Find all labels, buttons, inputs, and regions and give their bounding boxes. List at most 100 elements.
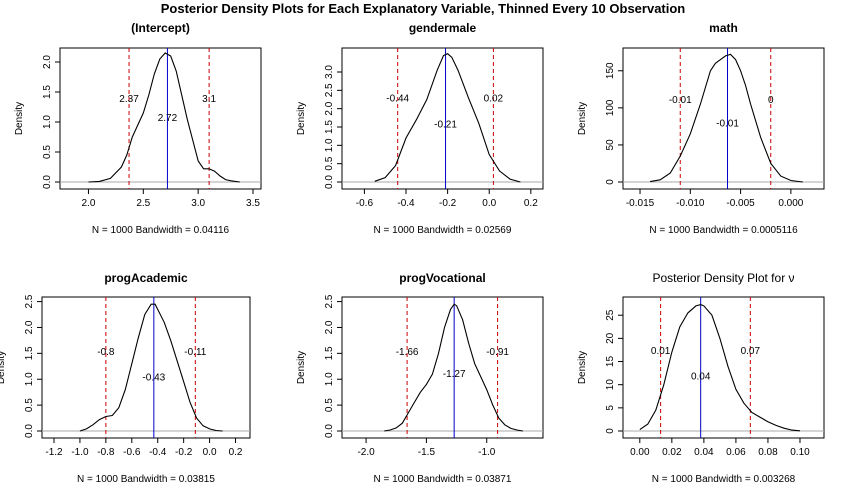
- panel-6-density-curve: [639, 304, 801, 432]
- panel-1-ytick-label: 0.5: [42, 145, 53, 159]
- panel-3-lower-label: -0.01: [669, 95, 692, 106]
- panel-4-title: progAcademic: [104, 271, 188, 285]
- panel-3-xtick-label: -0.015: [626, 198, 655, 209]
- panel-5-upper-label: -0.91: [486, 347, 509, 358]
- panel-3-density-curve: [650, 53, 803, 183]
- panel-5-lower-label: -1.66: [396, 347, 419, 358]
- panel-5-ytick-label: 1.5: [324, 346, 335, 360]
- panel-6-xtick-label: 0.08: [758, 447, 778, 458]
- panel-1-xtick-label: 2.0: [82, 198, 96, 209]
- panel-6-xtick-label: 0.10: [790, 447, 810, 458]
- panel-4-upper-label: -0.11: [184, 347, 206, 358]
- panel-1-ytick-label: 1.5: [42, 85, 53, 99]
- panel-5-mean-label: -1.27: [443, 369, 466, 380]
- panel-2-xtick-label: 0.0: [482, 198, 496, 209]
- panel-2-ylabel: Density: [296, 102, 307, 135]
- panel-2-xtick-label: -0.6: [356, 198, 374, 209]
- panel-4-lower-label: -0.8: [97, 347, 115, 358]
- panel-3-upper-label: 0: [768, 95, 774, 106]
- panel-3-title: math: [709, 21, 738, 35]
- panel-4-xtick-label: 0.0: [203, 447, 217, 458]
- panel-2-plot-frame: [341, 47, 544, 190]
- panel-5-ytick-label: 1.0: [324, 372, 335, 386]
- panel-3-xtick-label: 0.000: [778, 198, 803, 209]
- panel-3-xlabel: N = 1000 Bandwidth = 0.0005116: [649, 225, 798, 236]
- panel-4-mean-label: -0.43: [142, 373, 165, 384]
- panel-3-ytick-label: 100: [605, 99, 616, 116]
- panel-3-ytick-label: 150: [605, 62, 616, 79]
- panel-6-xtick-label: 0.04: [694, 447, 714, 458]
- panel-4-plot-frame: [41, 296, 251, 439]
- panel-1-ylabel: Density: [14, 102, 25, 135]
- main-title: Posterior Density Plots for Each Explana…: [161, 1, 686, 16]
- panel-4-xtick-label: -0.8: [97, 447, 115, 458]
- panel-6-title: Posterior Density Plot for ν: [652, 271, 794, 285]
- panel-4-ytick-label: 1.5: [24, 346, 35, 360]
- panel-6-xtick-label: 0.02: [662, 447, 682, 458]
- panel-4-xtick-label: -0.6: [123, 447, 141, 458]
- panel-2-ytick-label: 2.5: [324, 83, 335, 97]
- panel-6-xtick-label: 0.00: [630, 447, 650, 458]
- panel-4-xtick-label: -0.2: [175, 447, 193, 458]
- panel-6-ylabel: Density: [577, 351, 588, 384]
- panel-6-xlabel: N = 1000 Bandwidth = 0.003268: [652, 474, 796, 485]
- panel-2-ytick-label: 1.5: [324, 120, 335, 134]
- panel-2-density-curve: [374, 53, 521, 183]
- panel-5-ytick-label: 0.5: [324, 398, 335, 412]
- panel-4-xtick-label: -1.2: [45, 447, 63, 458]
- panel-6-mean-label: 0.04: [691, 371, 711, 382]
- panel-1-upper-label: 3.1: [202, 94, 216, 105]
- panel-1-ytick-label: 2.0: [42, 55, 53, 69]
- panel-4-ytick-label: 1.0: [24, 372, 35, 386]
- panel-2-xlabel: N = 1000 Bandwidth = 0.02569: [374, 225, 512, 236]
- panel-5-ytick-label: 2.0: [324, 320, 335, 334]
- panel-6-ytick-label: 15: [605, 356, 616, 368]
- panel-3-plot-frame: [622, 47, 825, 190]
- panel-4-ytick-label: 2.5: [24, 294, 35, 308]
- panel-3-xtick-label: -0.010: [676, 198, 705, 209]
- panel-4-ytick-label: 0.5: [24, 398, 35, 412]
- panel-6-ytick-label: 0: [605, 428, 616, 434]
- panel-1-xtick-label: 2.5: [136, 198, 150, 209]
- panel-1-xtick-label: 3.0: [191, 198, 205, 209]
- panel-6-ytick-label: 10: [605, 379, 616, 391]
- panel-2-ytick-label: 0.5: [324, 156, 335, 170]
- panel-2-ytick-label: 3.0: [324, 65, 335, 79]
- panel-1-density-curve: [88, 52, 240, 183]
- panel-1-xtick-label: 3.5: [246, 198, 260, 209]
- panel-3-ytick-label: 0: [605, 179, 616, 185]
- panel-2-xtick-label: -0.4: [397, 198, 415, 209]
- panel-4-xlabel: N = 1000 Bandwidth = 0.03815: [77, 474, 215, 485]
- panel-4-ytick-label: 2.0: [24, 320, 35, 334]
- panel-6-ytick-label: 20: [605, 332, 616, 344]
- panel-1-plot-frame: [59, 47, 262, 190]
- panel-3-ytick-label: 50: [605, 139, 616, 151]
- panel-5-ylabel: Density: [296, 351, 307, 384]
- panel-4-density-curve: [79, 303, 223, 432]
- panel-5-title: progVocational: [399, 271, 485, 285]
- panel-6-ytick-label: 25: [605, 309, 616, 321]
- panel-1-ytick-label: 1.0: [42, 115, 53, 129]
- panel-2-xtick-label: 0.2: [524, 198, 538, 209]
- panel-6-plot-frame: [622, 296, 825, 439]
- panel-1-lower-label: 2.37: [119, 94, 139, 105]
- panel-1-mean-label: 2.72: [158, 113, 178, 124]
- panel-3-xtick-label: -0.005: [726, 198, 755, 209]
- panel-2-lower-label: -0.44: [386, 94, 409, 105]
- panel-6-lower-label: 0.01: [651, 346, 671, 357]
- panel-6-upper-label: 0.07: [741, 346, 761, 357]
- panel-2-ytick-label: 0.0: [324, 175, 335, 189]
- panel-4-xtick-label: -1.0: [71, 447, 89, 458]
- panel-2-upper-label: 0.02: [484, 94, 504, 105]
- panel-5-xtick-label: -1.0: [478, 447, 496, 458]
- panel-5-ytick-label: 0.0: [324, 424, 335, 438]
- panel-5-xtick-label: -1.5: [418, 447, 436, 458]
- panel-3-ylabel: Density: [577, 102, 588, 135]
- panel-6-xtick-label: 0.06: [726, 447, 746, 458]
- panel-2-xtick-label: -0.2: [439, 198, 457, 209]
- panel-5-ytick-label: 2.5: [324, 294, 335, 308]
- panel-5-plot-frame: [341, 296, 544, 439]
- panel-2-ytick-label: 1.0: [324, 138, 335, 152]
- panel-4-ylabel: Density: [0, 351, 7, 384]
